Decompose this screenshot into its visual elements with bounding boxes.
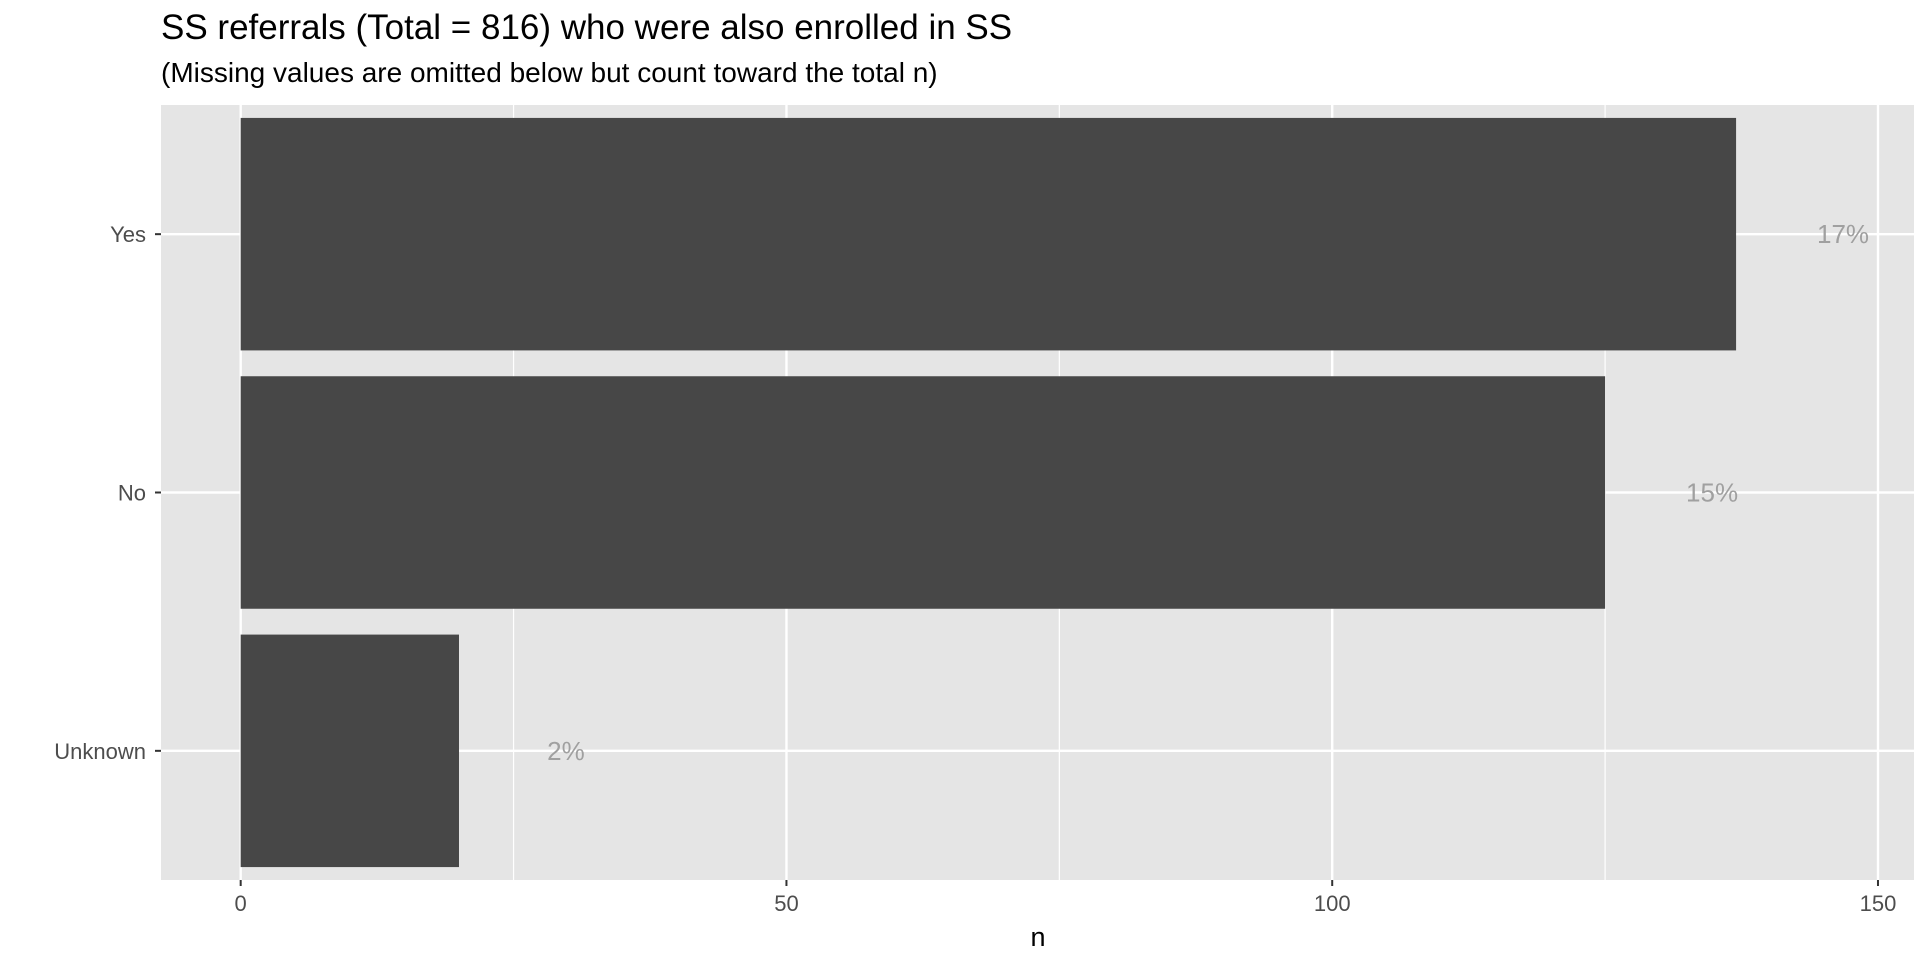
data-labels: 17% 15% 2% <box>547 219 1869 766</box>
y-tick-label-no: No <box>118 481 146 506</box>
x-axis: 0 50 100 150 <box>235 880 1897 916</box>
chart-title: SS referrals (Total = 816) who were also… <box>161 8 1012 47</box>
x-tick-label: 150 <box>1860 891 1897 916</box>
bar-unknown <box>240 634 459 868</box>
y-tick-label-unknown: Unknown <box>54 739 146 764</box>
chart-subtitle: (Missing values are omitted below but co… <box>161 57 938 88</box>
data-label-no: 15% <box>1686 478 1738 508</box>
bar-no <box>240 376 1606 609</box>
bars <box>240 117 1737 868</box>
x-tick-label: 50 <box>774 891 798 916</box>
y-tick-label-yes: Yes <box>110 222 146 247</box>
bar-yes <box>240 117 1737 351</box>
y-axis: Yes No Unknown <box>54 222 161 764</box>
x-tick-label: 100 <box>1314 891 1351 916</box>
data-label-unknown: 2% <box>547 736 585 766</box>
data-label-yes: 17% <box>1817 219 1869 249</box>
x-axis-label: n <box>1030 922 1045 952</box>
x-tick-label: 0 <box>235 891 247 916</box>
